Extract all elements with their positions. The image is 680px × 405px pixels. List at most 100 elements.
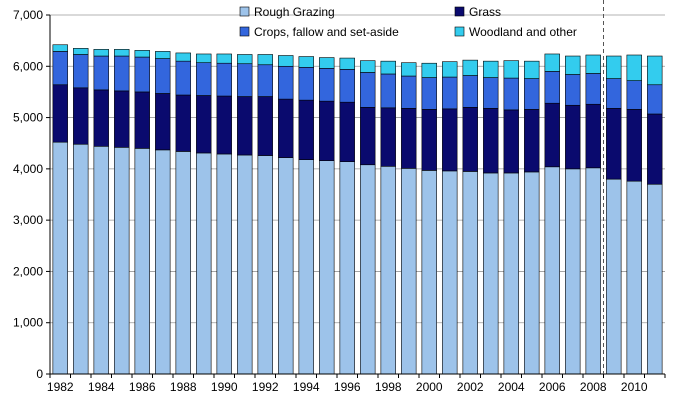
bar-segment-woodland-and-other-2008 <box>585 54 601 74</box>
y-tick-labels: 0 1,000 2,000 3,000 4,000 5,000 6,000 7,000 <box>13 8 43 381</box>
x-tick-label: 1990 <box>211 380 238 394</box>
bar-segment-woodland-and-other-1997 <box>360 60 376 73</box>
bar-segment-crops-fallow-and-set-aside-1991 <box>237 63 253 97</box>
y-tick-label: 1,000 <box>13 316 43 330</box>
bar-segment-grass-1996 <box>339 101 355 162</box>
bar-segment-grass-2000 <box>421 109 437 171</box>
x-tick-label: 1994 <box>293 380 320 394</box>
bar-segment-grass-1989 <box>196 95 212 154</box>
bar-segment-rough-grazing-1989 <box>196 152 212 375</box>
y-tick-label: 2,000 <box>13 264 43 278</box>
bar-segment-woodland-and-other-1982 <box>52 44 68 52</box>
bar-segment-rough-grazing-2003 <box>483 172 499 375</box>
bar-segment-woodland-and-other-1998 <box>380 60 396 75</box>
bar-segment-woodland-and-other-1983 <box>73 48 89 55</box>
bar-segment-crops-fallow-and-set-aside-2002 <box>462 75 478 108</box>
bar-segment-crops-fallow-and-set-aside-1987 <box>155 58 171 94</box>
bar-segment-woodland-and-other-1993 <box>278 55 294 67</box>
bar-segment-grass-1988 <box>175 94 191 152</box>
bar-segment-rough-grazing-1986 <box>134 148 150 375</box>
bar-segment-rough-grazing-1983 <box>73 143 89 375</box>
bar-segment-grass-2009 <box>606 108 622 180</box>
bar-segment-woodland-and-other-2011 <box>647 55 663 86</box>
bar-segment-rough-grazing-2000 <box>421 170 437 375</box>
bar-segment-rough-grazing-1995 <box>319 160 335 375</box>
bar-segment-crops-fallow-and-set-aside-1990 <box>216 62 232 97</box>
bar-segment-woodland-and-other-1984 <box>93 49 109 57</box>
bar-segment-grass-1995 <box>319 100 335 161</box>
x-tick-label: 2002 <box>457 380 484 394</box>
bars <box>52 44 663 375</box>
bar-segment-crops-fallow-and-set-aside-1984 <box>93 55 109 91</box>
bar-segment-crops-fallow-and-set-aside-2005 <box>524 78 540 110</box>
axes <box>46 14 666 378</box>
bar-segment-crops-fallow-and-set-aside-2010 <box>626 80 642 110</box>
bar-segment-grass-1998 <box>380 107 396 167</box>
bar-segment-grass-2011 <box>647 113 663 185</box>
bar-segment-woodland-and-other-1987 <box>155 51 171 59</box>
bar-segment-rough-grazing-1990 <box>216 153 232 375</box>
bar-segment-woodland-and-other-2006 <box>544 53 560 72</box>
bar-segment-rough-grazing-1985 <box>114 147 130 375</box>
bar-segment-crops-fallow-and-set-aside-1992 <box>257 64 273 97</box>
bar-segment-crops-fallow-and-set-aside-1995 <box>319 68 335 102</box>
bar-segment-rough-grazing-1988 <box>175 151 191 375</box>
bar-segment-grass-1999 <box>401 108 417 169</box>
bar-segment-grass-2010 <box>626 109 642 182</box>
x-tick-label: 1996 <box>334 380 361 394</box>
y-tick-label: 4,000 <box>13 162 43 176</box>
bar-segment-woodland-and-other-2010 <box>626 54 642 81</box>
bar-segment-crops-fallow-and-set-aside-1998 <box>380 73 396 109</box>
bar-segment-crops-fallow-and-set-aside-1989 <box>196 62 212 96</box>
bar-segment-woodland-and-other-1994 <box>298 56 314 68</box>
y-tick-label: 5,000 <box>13 111 43 125</box>
bar-segment-woodland-and-other-1990 <box>216 53 232 64</box>
x-tick-label: 1998 <box>375 380 402 394</box>
bar-segment-grass-1985 <box>114 90 130 148</box>
bar-segment-grass-2002 <box>462 107 478 172</box>
legend-swatch <box>239 6 250 17</box>
legend-label: Crops, fallow and set-aside <box>254 25 399 39</box>
bar-segment-rough-grazing-1999 <box>401 168 417 375</box>
bar-segment-crops-fallow-and-set-aside-1997 <box>360 72 376 108</box>
bar-segment-crops-fallow-and-set-aside-1986 <box>134 56 150 93</box>
bar-segment-rough-grazing-1997 <box>360 164 376 375</box>
x-tick-label: 2000 <box>416 380 443 394</box>
x-tick-label: 1984 <box>88 380 115 394</box>
bar-segment-woodland-and-other-2000 <box>421 62 437 78</box>
bar-segment-rough-grazing-2009 <box>606 178 622 375</box>
bar-segment-grass-2003 <box>483 108 499 174</box>
bar-segment-woodland-and-other-1995 <box>319 57 335 69</box>
bar-segment-grass-2007 <box>565 104 581 170</box>
bar-segment-grass-2006 <box>544 102 560 168</box>
bar-segment-woodland-and-other-2001 <box>442 61 458 78</box>
bar-segment-grass-2005 <box>524 109 540 173</box>
bar-segment-rough-grazing-1992 <box>257 155 273 375</box>
bar-segment-rough-grazing-2002 <box>462 171 478 375</box>
y-tick-label: 6,000 <box>13 59 43 73</box>
bar-segment-rough-grazing-1994 <box>298 159 314 375</box>
bar-segment-crops-fallow-and-set-aside-2001 <box>442 76 458 110</box>
bar-segment-crops-fallow-and-set-aside-1999 <box>401 75 417 109</box>
bar-segment-woodland-and-other-2009 <box>606 55 622 79</box>
bar-segment-grass-1987 <box>155 93 171 151</box>
bar-segment-grass-1984 <box>93 89 109 147</box>
bar-segment-grass-1990 <box>216 95 232 155</box>
bar-segment-rough-grazing-2004 <box>503 172 519 375</box>
bar-segment-grass-1994 <box>298 99 314 160</box>
bar-segment-woodland-and-other-2004 <box>503 60 519 79</box>
bar-segment-woodland-and-other-1991 <box>237 54 253 65</box>
bar-segment-woodland-and-other-1996 <box>339 57 355 70</box>
bar-segment-woodland-and-other-1985 <box>114 49 130 57</box>
x-tick-label: 2008 <box>580 380 607 394</box>
legend-swatch <box>454 6 465 17</box>
bar-segment-rough-grazing-2008 <box>585 167 601 375</box>
x-tick-label: 1992 <box>252 380 279 394</box>
bar-segment-grass-1993 <box>278 98 294 158</box>
bar-segment-crops-fallow-and-set-aside-1982 <box>52 51 68 86</box>
bar-segment-woodland-and-other-1986 <box>134 50 150 58</box>
bar-segment-grass-2004 <box>503 109 519 174</box>
bar-segment-woodland-and-other-1992 <box>257 54 273 66</box>
bar-segment-rough-grazing-2011 <box>647 183 663 375</box>
